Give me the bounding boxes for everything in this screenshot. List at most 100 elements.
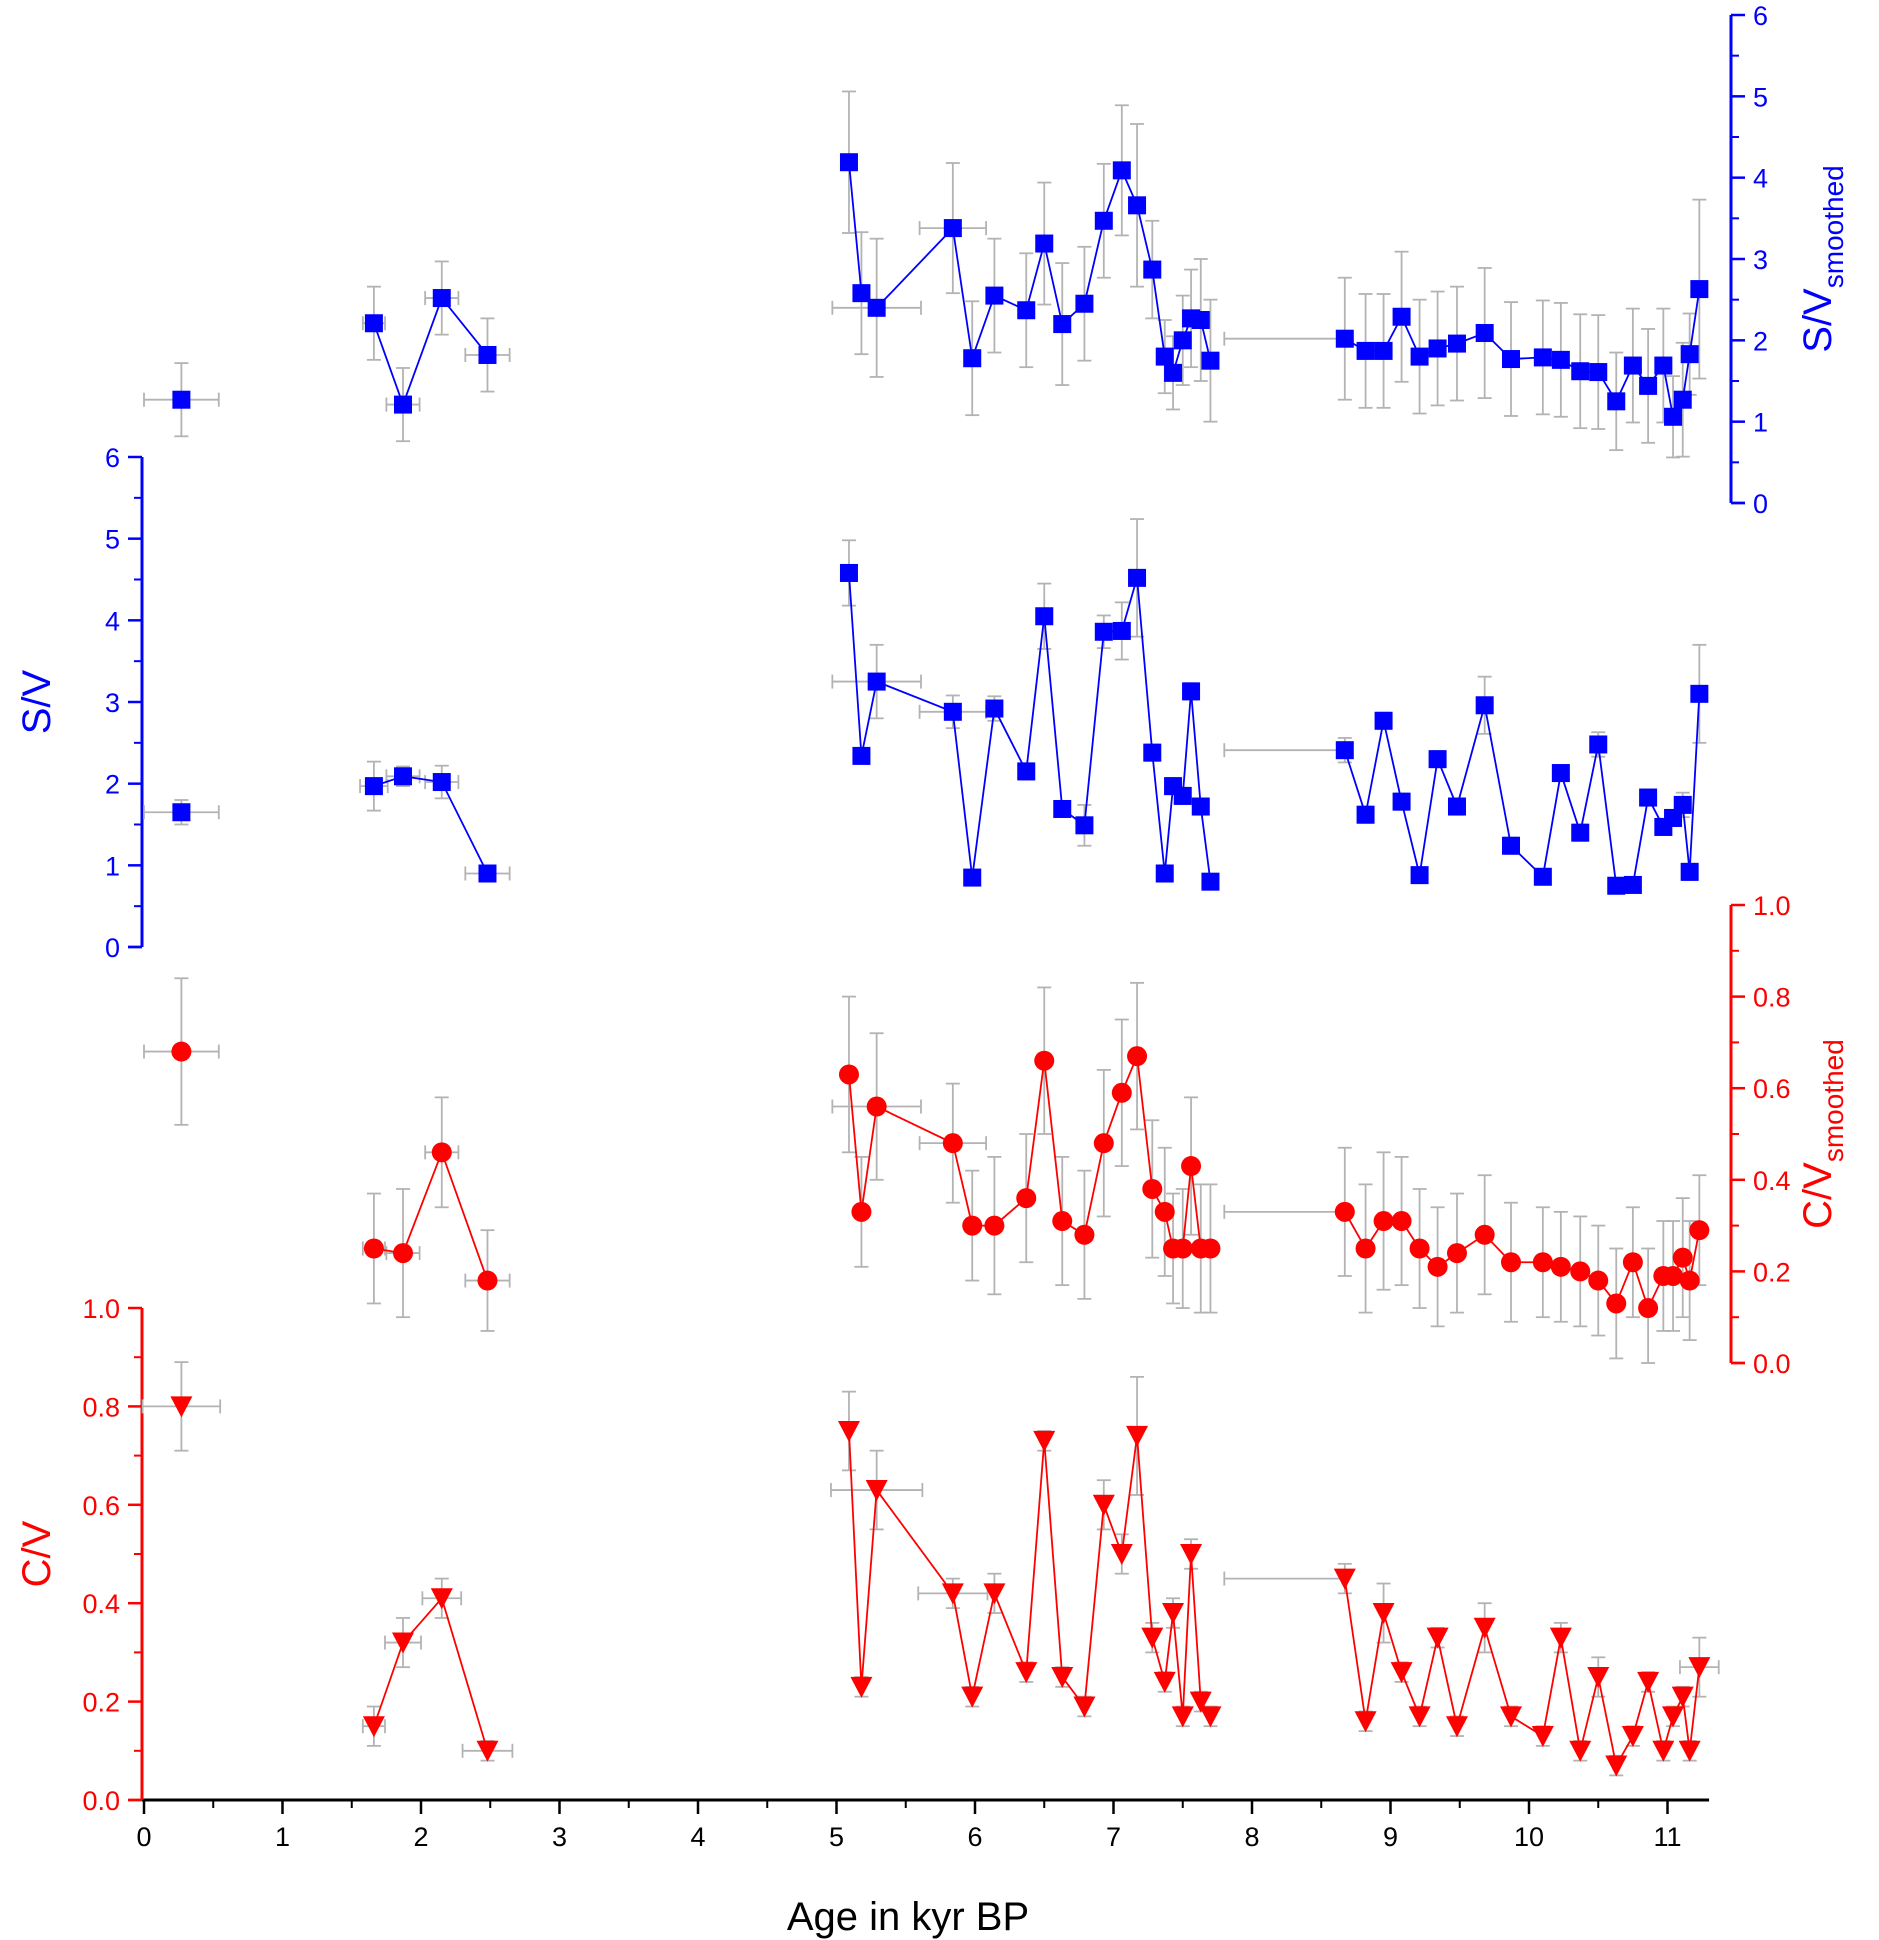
data-point	[963, 349, 982, 368]
data-point	[1374, 711, 1393, 730]
data-point	[1110, 1544, 1133, 1565]
data-point	[851, 1201, 872, 1222]
data-point	[1689, 1220, 1710, 1241]
data-point	[1355, 1238, 1376, 1259]
y-axis-title-sub: smoothed	[1818, 1039, 1849, 1162]
data-point	[1500, 1252, 1521, 1273]
data-point	[839, 153, 858, 172]
x-tick-label: 2	[413, 1822, 428, 1852]
data-point	[1092, 1494, 1115, 1516]
data-point	[362, 1716, 385, 1738]
data-point	[1499, 1706, 1522, 1728]
x-tick-label: 10	[1514, 1822, 1544, 1852]
data-point	[1112, 161, 1131, 180]
panel-cv_smoothed: 0.0 0.2 0.4 0.6 0.8 1.0 C/Vsmoothed	[143, 891, 1849, 1379]
data-point	[1201, 351, 1220, 370]
y-tick-label: 0.4	[82, 1589, 120, 1619]
data-point	[1410, 347, 1429, 366]
data-point	[1111, 1082, 1132, 1103]
y-tick-label: 0.4	[1753, 1166, 1791, 1196]
data-point	[1652, 1740, 1675, 1762]
data-point	[1501, 350, 1520, 369]
series-line	[848, 1052, 1211, 1250]
y-tick-label: 0.6	[82, 1491, 120, 1521]
y-tick-label: 6	[1753, 1, 1768, 31]
data-point	[865, 1480, 888, 1502]
y-tick-label: 0.0	[82, 1786, 120, 1816]
data-point	[1662, 1706, 1685, 1728]
data-point	[850, 1676, 873, 1698]
y-axis-title: C/V	[15, 1520, 59, 1587]
data-point	[364, 777, 383, 796]
data-point	[1033, 1430, 1056, 1452]
data-point	[1015, 1662, 1038, 1684]
y-axis-title-main: C/V	[1796, 1162, 1840, 1229]
data-point	[1664, 407, 1683, 426]
data-point	[961, 1686, 984, 1708]
data-point	[1392, 792, 1411, 811]
data-point	[393, 395, 412, 414]
data-point	[1199, 1706, 1222, 1728]
data-point	[985, 286, 1004, 305]
data-point	[1571, 362, 1590, 381]
data-point	[1034, 1050, 1055, 1071]
data-point	[1374, 341, 1393, 360]
data-point	[866, 1096, 887, 1117]
data-point	[1112, 621, 1131, 640]
panel-cv: 0.0 0.2 0.4 0.6 0.8 1.0 C/V	[15, 1294, 1720, 1816]
data-point	[1680, 345, 1699, 364]
data-point	[1035, 234, 1054, 253]
data-point	[1162, 1603, 1185, 1625]
data-point	[1200, 1238, 1221, 1259]
data-point	[1475, 324, 1494, 343]
data-point	[1589, 735, 1608, 754]
x-axis-title: Age in kyr BP	[787, 1895, 1029, 1939]
data-point	[1333, 1568, 1356, 1590]
data-point	[1128, 568, 1147, 587]
data-point	[839, 563, 858, 582]
data-point	[1191, 311, 1210, 329]
data-point	[1075, 294, 1094, 313]
data-point	[867, 298, 886, 317]
data-point	[1679, 1270, 1700, 1291]
data-point	[1673, 390, 1692, 409]
series-line	[373, 775, 489, 874]
y-axis-title-main: S/V	[1796, 288, 1840, 353]
data-point	[1356, 805, 1375, 824]
data-point	[1191, 797, 1210, 816]
data-point	[1334, 1201, 1355, 1222]
data-point	[1473, 1617, 1496, 1639]
data-point	[171, 1041, 192, 1062]
data-point	[1639, 788, 1658, 807]
data-point	[867, 672, 886, 691]
y-tick-label: 3	[105, 688, 120, 718]
data-point	[1589, 363, 1608, 382]
data-point	[172, 390, 191, 409]
y-tick-label: 0.0	[1753, 1349, 1791, 1379]
data-point	[172, 803, 191, 822]
data-point	[477, 1270, 498, 1291]
data-point	[1551, 764, 1570, 783]
data-point	[1143, 743, 1162, 762]
data-point	[1570, 1261, 1591, 1282]
data-point	[942, 1133, 963, 1154]
data-point	[1074, 1224, 1095, 1245]
data-point	[1639, 376, 1658, 395]
data-point	[1094, 622, 1113, 641]
series-line	[373, 1149, 489, 1281]
data-point	[1654, 356, 1673, 375]
data-point	[1474, 1224, 1495, 1245]
data-point	[1447, 797, 1466, 816]
y-tick-label: 0.6	[1753, 1074, 1791, 1104]
data-point	[1551, 350, 1570, 369]
panel-sv_smoothed: 0 1 2 3 4 5 6 S/Vsmoothed	[143, 1, 1849, 519]
y-tick-label: 1	[105, 851, 120, 881]
data-point	[1390, 1662, 1413, 1684]
data-point	[1428, 339, 1447, 358]
data-point	[1409, 1238, 1430, 1259]
x-tick-label: 1	[275, 1822, 290, 1852]
data-point	[1093, 1133, 1114, 1154]
y-tick-label: 6	[105, 443, 120, 473]
data-point	[476, 1740, 499, 1762]
